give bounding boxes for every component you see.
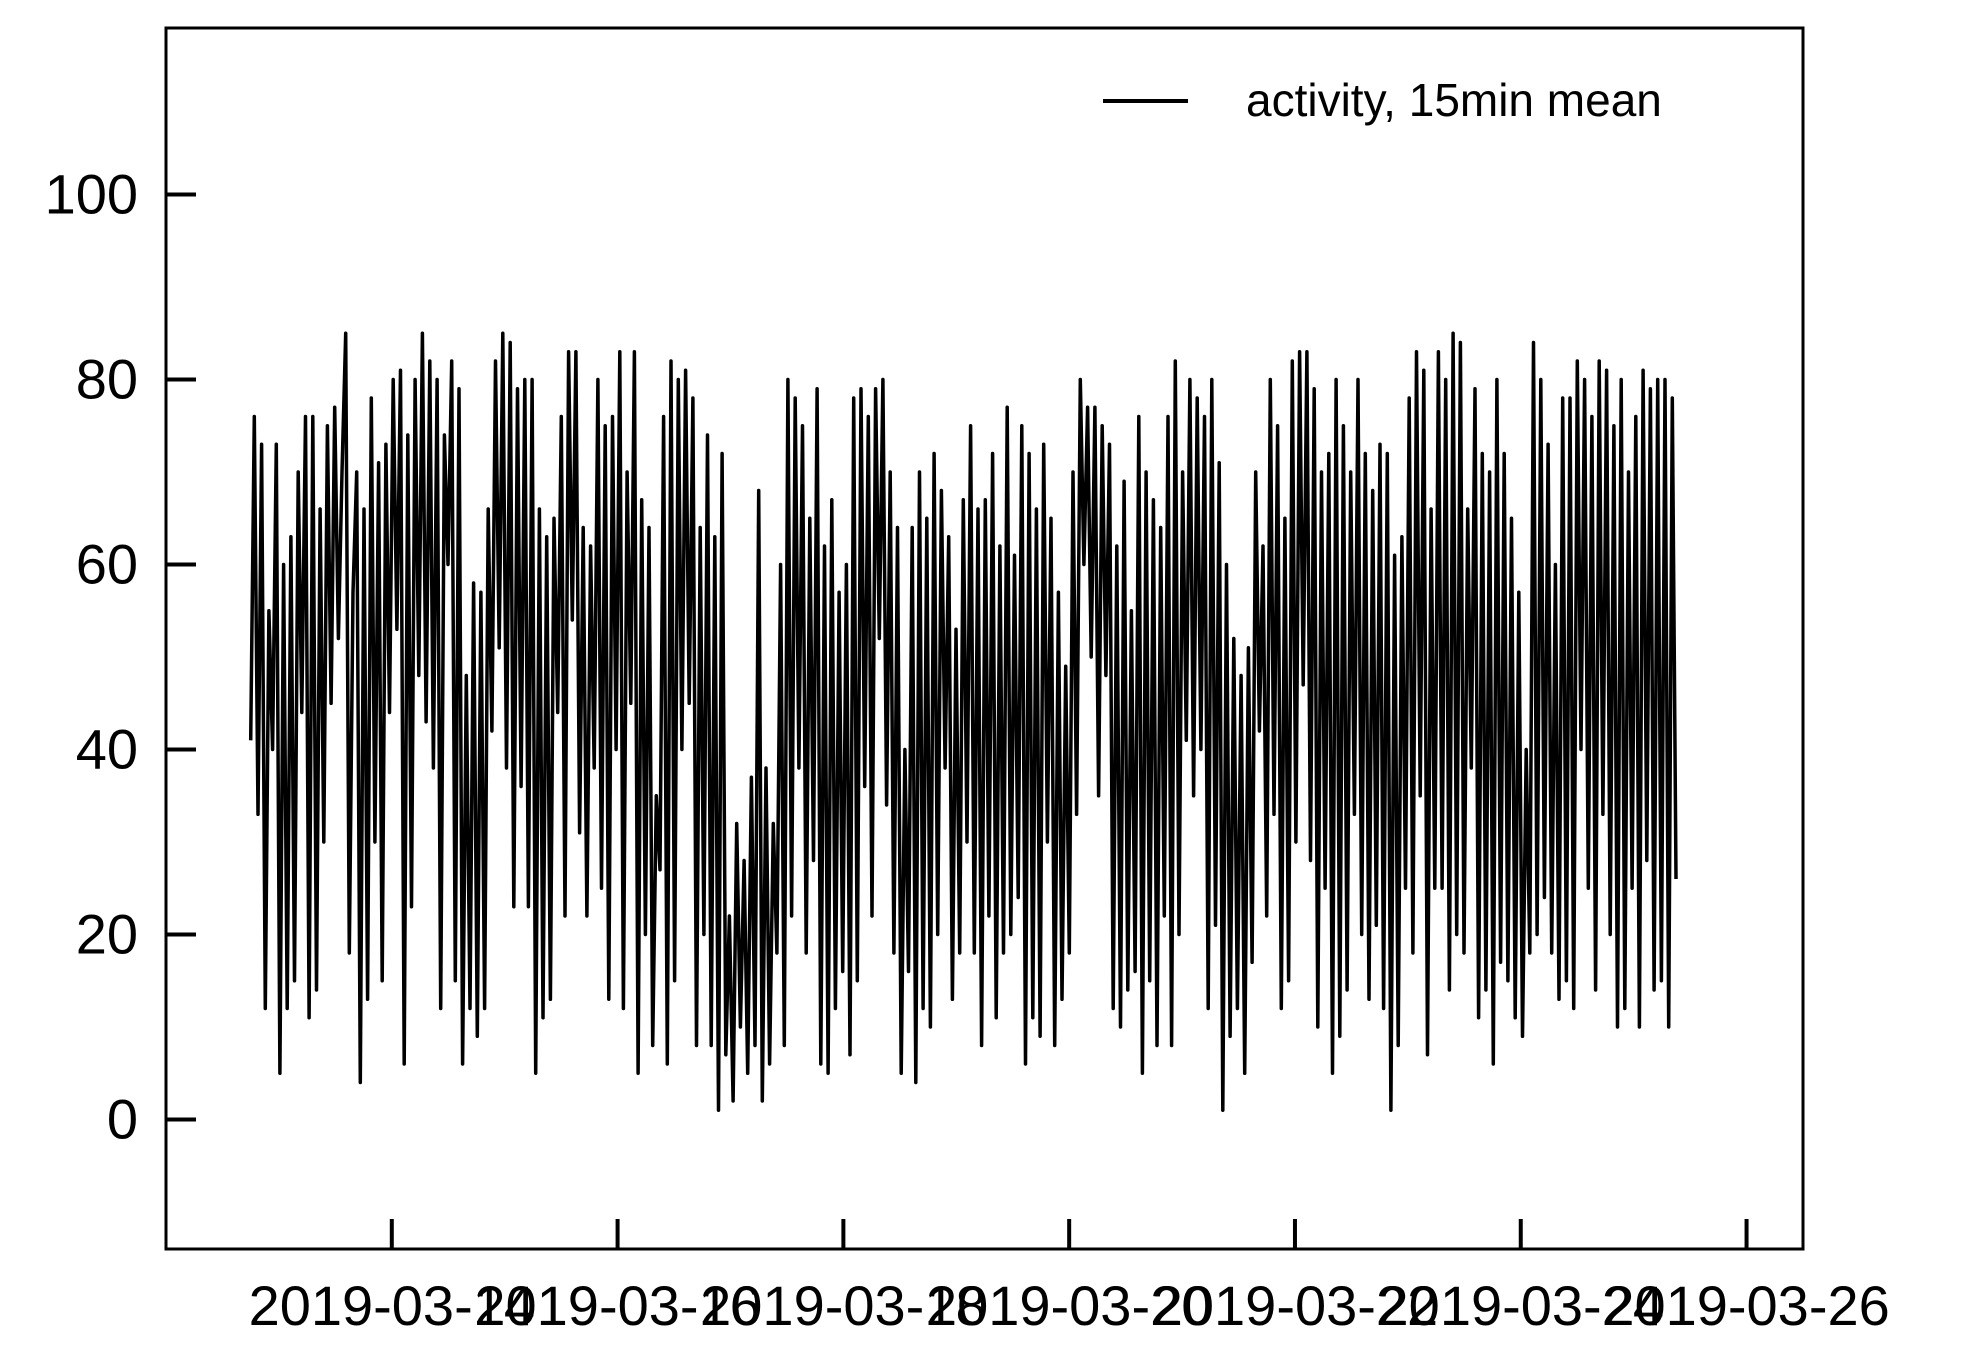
x-tick-label: 2019-03-22 — [1152, 1274, 1438, 1337]
series-layer — [248, 331, 1678, 1113]
y-tick-label: 20 — [76, 903, 138, 966]
y-tick-label: 80 — [76, 348, 138, 411]
series-line — [248, 331, 1678, 1113]
x-tick-label: 2019-03-16 — [474, 1274, 760, 1337]
legend: activity, 15min mean — [1103, 74, 1662, 126]
x-tick-label: 2019-03-14 — [249, 1274, 535, 1337]
y-tick-label: 60 — [76, 533, 138, 596]
x-tick-label: 2019-03-24 — [1378, 1274, 1664, 1337]
x-tick-label: 2019-03-20 — [926, 1274, 1212, 1337]
y-axis: 0 20 40 60 80 100 — [45, 163, 196, 1151]
x-tick-label: 2019-03-18 — [700, 1274, 986, 1337]
x-axis: 2019-03-142019-03-162019-03-182019-03-20… — [249, 1219, 1890, 1337]
x-tick-label: 2019-03-26 — [1603, 1274, 1889, 1337]
legend-label: activity, 15min mean — [1246, 74, 1662, 126]
y-tick-label: 40 — [76, 718, 138, 781]
plot-frame — [164, 26, 1805, 1251]
y-tick-label: 0 — [107, 1088, 138, 1151]
y-tick-label: 100 — [45, 163, 138, 226]
